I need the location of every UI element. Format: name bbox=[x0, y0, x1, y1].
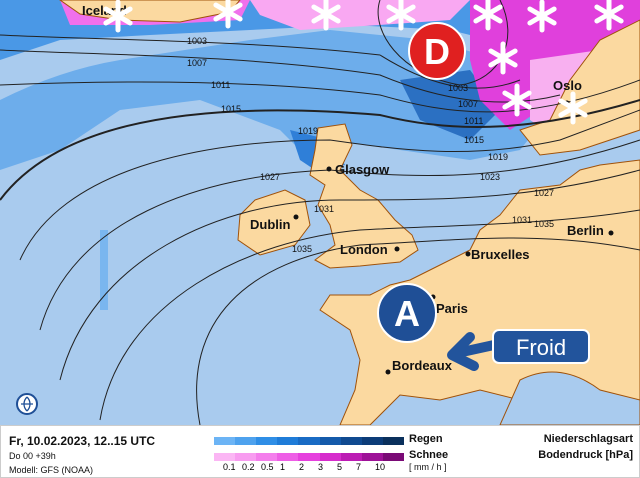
mediterranean bbox=[499, 371, 640, 425]
city-dublin: Dublin bbox=[250, 217, 290, 232]
scale-swatch bbox=[256, 453, 278, 461]
arrow-left-icon bbox=[457, 340, 499, 357]
snowflake-icon bbox=[527, 0, 557, 33]
snowflakes bbox=[103, 0, 624, 125]
scale-tick: 0.1 bbox=[223, 462, 236, 472]
isobar-label: 1031 bbox=[314, 204, 334, 214]
scale-swatch bbox=[277, 453, 299, 461]
isobar-label: 1035 bbox=[534, 219, 554, 229]
high-pressure-center: A bbox=[377, 283, 437, 343]
scale-swatch bbox=[319, 453, 341, 461]
weather-map: 1003 1007 1011 1015 1019 1023 1027 1031 … bbox=[0, 0, 640, 425]
unit-label: [ mm / h ] bbox=[409, 462, 447, 472]
scale-swatch bbox=[340, 437, 362, 445]
city-bruxelles: Bruxelles bbox=[471, 247, 530, 262]
scale-tick: 1 bbox=[280, 462, 286, 472]
city-paris: Paris bbox=[436, 301, 468, 316]
scale-swatch bbox=[214, 437, 236, 445]
great-britain bbox=[309, 123, 419, 269]
isobar-label: 1027 bbox=[260, 172, 280, 182]
isobar-label: 1003 bbox=[187, 36, 207, 46]
ireland bbox=[237, 189, 311, 256]
isobar-label: 1011 bbox=[464, 116, 483, 126]
low-pressure-center: D bbox=[408, 22, 466, 80]
isobar-label: 1015 bbox=[464, 135, 484, 145]
isobar-label: 1011 bbox=[211, 80, 230, 90]
scale-swatch bbox=[235, 437, 257, 445]
scale-tick: 0.2 bbox=[242, 462, 255, 472]
snowflake-icon bbox=[594, 0, 624, 31]
snowflake-icon bbox=[386, 0, 416, 31]
snowflake-icon bbox=[103, 0, 133, 33]
scale-swatch bbox=[340, 453, 362, 461]
isobar-label: 1019 bbox=[488, 152, 508, 162]
scale-tick: 0.5 bbox=[261, 462, 274, 472]
high-pressure-label: A bbox=[394, 293, 420, 334]
scale-tick: 5 bbox=[337, 462, 343, 472]
datetime: Fr, 10.02.2023, 12..15 UTC bbox=[9, 434, 156, 448]
scale-swatch bbox=[277, 437, 299, 445]
snowflake-icon bbox=[311, 0, 341, 31]
scale-swatch bbox=[214, 453, 236, 461]
city-bordeaux: Bordeaux bbox=[392, 358, 453, 373]
scale-tick: 2 bbox=[299, 462, 305, 472]
scale-swatch bbox=[235, 453, 257, 461]
cold-annotation: Froid bbox=[447, 329, 590, 371]
snowflake-icon bbox=[558, 91, 588, 125]
isobar-label: 1031 bbox=[512, 215, 532, 225]
isobar-label: 1015 bbox=[221, 104, 241, 114]
iceland bbox=[59, 0, 241, 23]
scale-swatch bbox=[319, 437, 341, 445]
model: Modell: GFS (NOAA) bbox=[9, 465, 94, 475]
isobars bbox=[0, 0, 640, 425]
scale-swatch bbox=[256, 437, 278, 445]
low-pressure-label: D bbox=[424, 31, 450, 72]
isobar-label: 1023 bbox=[480, 172, 500, 182]
snowflake-icon bbox=[502, 83, 532, 117]
rain-color-scale bbox=[214, 437, 404, 445]
isobar-label: 1035 bbox=[292, 244, 312, 254]
froid-label: Froid bbox=[516, 335, 566, 360]
scale-swatch bbox=[382, 453, 404, 461]
scale-swatch bbox=[361, 453, 383, 461]
scale-ticks: 0.1 0.2 0.5 1 2 3 5 7 10 bbox=[223, 462, 394, 472]
isobar-label: 1019 bbox=[298, 126, 318, 136]
forecast-run: Do 00 +39h bbox=[9, 451, 56, 461]
legend-footer: Fr, 10.02.2023, 12..15 UTC Do 00 +39h Mo… bbox=[0, 425, 640, 478]
city-oslo: Oslo bbox=[553, 78, 582, 93]
city-berlin: Berlin bbox=[567, 223, 604, 238]
scale-swatch bbox=[298, 437, 320, 445]
scale-swatch bbox=[298, 453, 320, 461]
legend-title-type: Niederschlagsart bbox=[543, 433, 633, 445]
legend-title-pressure: Bodendruck [hPa] bbox=[538, 449, 633, 461]
snowflake-icon bbox=[213, 0, 243, 29]
isobar-labels: 1003 1007 1011 1015 1019 1023 1027 1031 … bbox=[187, 36, 554, 254]
isobar-label: 1003 bbox=[448, 83, 468, 93]
isobar-label: 1007 bbox=[458, 99, 478, 109]
snow-color-scale bbox=[214, 453, 404, 461]
snow-label: Schnee bbox=[409, 449, 449, 461]
scale-swatch bbox=[361, 437, 383, 445]
rain-label: Regen bbox=[409, 433, 443, 445]
globe-icon[interactable] bbox=[16, 393, 38, 415]
scale-tick: 3 bbox=[318, 462, 324, 472]
scale-tick: 7 bbox=[356, 462, 362, 472]
scale-tick: 10 bbox=[375, 462, 386, 472]
isobar-label: 1007 bbox=[187, 58, 207, 68]
city-glasgow: Glasgow bbox=[335, 162, 390, 177]
city-london: London bbox=[340, 242, 388, 257]
snowflake-icon bbox=[473, 0, 503, 31]
snowflake-icon bbox=[488, 41, 518, 75]
isobar-label: 1027 bbox=[534, 188, 554, 198]
scale-swatch bbox=[382, 437, 404, 445]
